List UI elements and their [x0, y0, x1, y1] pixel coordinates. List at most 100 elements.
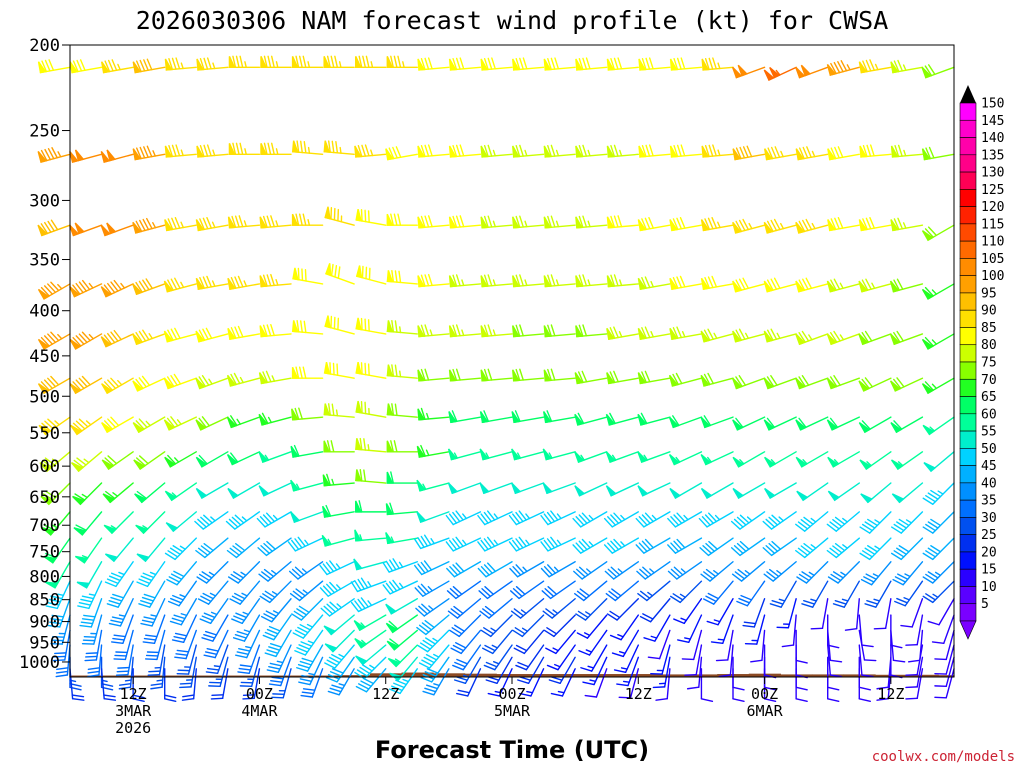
barb-feather	[362, 210, 363, 221]
y-tick-label: 350	[29, 251, 60, 271]
x-tick-label: 12Z	[120, 685, 147, 703]
colorbar-tick-label: 90	[981, 304, 997, 319]
barb-half-feather	[368, 445, 369, 451]
colorbar-swatch	[960, 207, 976, 224]
barb-feather	[906, 698, 917, 699]
barb-half-feather	[126, 680, 132, 681]
barb-half-feather	[214, 666, 220, 667]
colorbar-swatch	[960, 276, 976, 293]
barb-feather	[685, 675, 696, 676]
colorbar-tick-label: 20	[981, 545, 997, 560]
barb-feather	[149, 671, 160, 672]
colorbar-tick-label: 5	[981, 597, 989, 612]
barb-feather	[117, 675, 128, 676]
colorbar-tick-label: 150	[981, 97, 1004, 112]
colorbar-tick-label: 55	[981, 425, 997, 440]
colorbar-swatch	[960, 241, 976, 258]
colorbar-tick-label: 100	[981, 269, 1004, 284]
y-tick-label: 700	[29, 516, 60, 536]
colorbar-swatch	[960, 466, 976, 483]
colorbar-swatch	[960, 586, 976, 603]
colorbar-swatch	[960, 138, 976, 155]
colorbar-tick-label: 80	[981, 338, 997, 353]
y-tick-label: 800	[29, 567, 60, 587]
x-tick-label: 4MAR	[241, 702, 278, 720]
colorbar-swatch	[960, 535, 976, 552]
barb-half-feather	[340, 148, 341, 154]
barb-feather	[811, 628, 822, 629]
colorbar-swatch	[960, 189, 976, 206]
colorbar-tick-label: 50	[981, 442, 997, 457]
colorbar-swatch	[960, 120, 976, 137]
colorbar-tick-label: 60	[981, 407, 997, 422]
barb-feather	[906, 645, 917, 646]
barb-feather	[365, 210, 366, 221]
barb-feather	[369, 320, 370, 331]
colorbar-tick-label: 130	[981, 166, 1004, 181]
colorbar-swatch	[960, 397, 976, 414]
colorbar-swatch	[960, 258, 976, 275]
colorbar-swatch	[960, 345, 976, 362]
barb-half-feather	[718, 639, 724, 640]
colorbar-tick-label: 135	[981, 148, 1004, 163]
y-tick-label: 850	[29, 591, 60, 611]
colorbar-tick-label: 140	[981, 131, 1004, 146]
x-tick-label: 12Z	[877, 685, 904, 703]
barb-feather	[653, 687, 664, 688]
colorbar-tick-label: 105	[981, 252, 1004, 267]
barb-feather	[365, 402, 366, 413]
colorbar-tick-label: 145	[981, 114, 1004, 129]
x-axis-label: Forecast Time (UTC)	[375, 736, 649, 764]
colorbar-tick-label: 30	[981, 511, 997, 526]
colorbar-swatch	[960, 500, 976, 517]
barb-feather	[302, 269, 303, 280]
chart-title: 2026030306 NAM forecast wind profile (kt…	[136, 6, 889, 35]
x-tick-label: 12Z	[372, 685, 399, 703]
colorbar-swatch	[960, 431, 976, 448]
barb-feather	[334, 363, 335, 374]
barb-feather	[212, 695, 223, 696]
colorbar-tick-label: 125	[981, 183, 1004, 198]
colorbar-tick-label: 40	[981, 476, 997, 491]
y-tick-label: 900	[29, 613, 60, 633]
barb-feather	[365, 363, 366, 374]
y-tick-label: 400	[29, 302, 60, 322]
colorbar-swatch	[960, 362, 976, 379]
barb-feather	[180, 683, 191, 684]
x-tick-label: 6MAR	[747, 702, 784, 720]
y-tick-label: 750	[29, 543, 60, 563]
barb-half-feather	[337, 410, 338, 416]
colorbar-tick-label: 65	[981, 390, 997, 405]
barb-feather	[86, 656, 97, 657]
x-tick-label: 2026	[115, 719, 151, 737]
credit-text: coolwx.com/models	[872, 749, 1015, 765]
barb-feather	[864, 660, 875, 661]
barb-feather	[369, 211, 370, 222]
y-tick-label: 500	[29, 387, 60, 407]
x-tick-label: 00Z	[498, 685, 525, 703]
barb-feather	[717, 660, 728, 661]
barb-feather	[369, 364, 370, 375]
x-tick-label: 12Z	[625, 685, 652, 703]
colorbar-swatch	[960, 569, 976, 586]
y-tick-label: 600	[29, 457, 60, 477]
x-tick-label: 3MAR	[115, 702, 152, 720]
colorbar-swatch	[960, 310, 976, 327]
barb-feather	[117, 671, 128, 672]
colorbar-tick-label: 85	[981, 321, 997, 336]
barb-feather	[180, 687, 191, 688]
colorbar-swatch	[960, 103, 976, 120]
y-tick-label: 550	[29, 424, 60, 444]
barb-feather	[365, 319, 366, 330]
y-tick-label: 200	[29, 36, 60, 56]
barb-feather	[330, 363, 331, 374]
y-tick-label: 250	[29, 122, 60, 142]
x-tick-label: 00Z	[246, 685, 273, 703]
y-tick-label: 650	[29, 488, 60, 508]
barb-feather	[874, 628, 885, 629]
barb-feather	[85, 660, 96, 661]
colorbar-tick-label: 75	[981, 356, 997, 371]
barb-feather	[298, 268, 299, 279]
